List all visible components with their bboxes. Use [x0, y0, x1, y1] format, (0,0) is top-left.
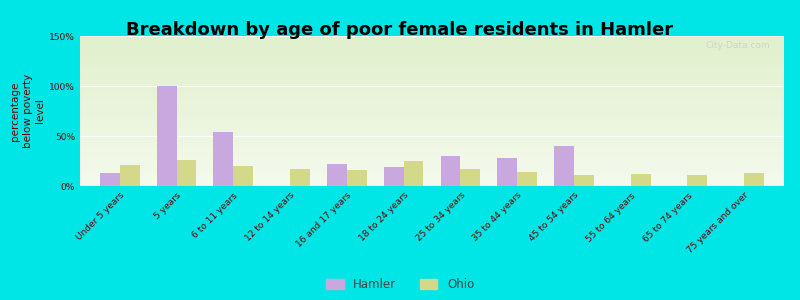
Bar — [157, 86, 177, 186]
Bar — [384, 167, 404, 186]
Bar — [554, 146, 574, 186]
Bar — [630, 174, 650, 186]
Bar — [404, 161, 423, 186]
Bar — [120, 165, 140, 186]
Bar — [687, 175, 707, 186]
Legend: Hamler, Ohio: Hamler, Ohio — [326, 278, 474, 291]
Bar — [744, 173, 764, 186]
Bar — [177, 160, 196, 186]
Text: City-Data.com: City-Data.com — [706, 40, 770, 50]
Bar — [517, 172, 537, 186]
Bar — [460, 169, 480, 186]
Bar — [100, 173, 120, 186]
Y-axis label: percentage
below poverty
level: percentage below poverty level — [10, 74, 45, 148]
Bar — [574, 175, 594, 186]
Bar — [498, 158, 517, 186]
Bar — [290, 169, 310, 186]
Bar — [234, 166, 253, 186]
Bar — [441, 156, 460, 186]
Bar — [347, 170, 366, 186]
Bar — [214, 132, 234, 186]
Text: Breakdown by age of poor female residents in Hamler: Breakdown by age of poor female resident… — [126, 21, 674, 39]
Bar — [327, 164, 347, 186]
